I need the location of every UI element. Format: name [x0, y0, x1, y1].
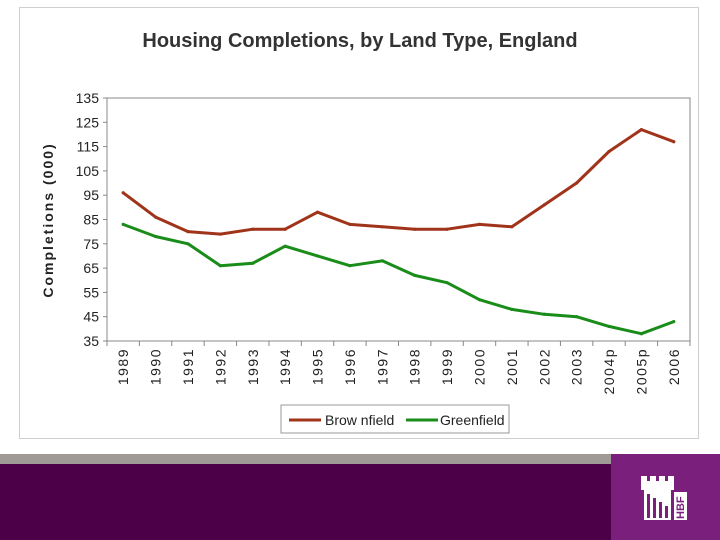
y-tick-label: 75 [83, 236, 99, 252]
data-point-0-17 [672, 140, 676, 144]
data-point-0-9 [413, 227, 417, 231]
line-chart: Housing Completions, by Land Type, Engla… [40, 30, 691, 434]
x-tick-label: 1993 [245, 348, 261, 385]
x-tick-label: 2002 [536, 348, 552, 385]
logo-text: HBF [675, 496, 687, 519]
x-tick-label: 1992 [212, 348, 228, 385]
series-line-1 [122, 222, 675, 336]
data-point-0-12 [510, 225, 514, 229]
y-tick-label: 135 [76, 90, 100, 106]
y-tick-label: 45 [83, 309, 99, 325]
x-tick-label: 2000 [471, 348, 487, 385]
x-tick-label: 2003 [569, 348, 585, 385]
data-point-1-5 [283, 244, 287, 248]
data-point-1-4 [251, 261, 255, 265]
data-point-1-11 [477, 298, 482, 302]
data-point-0-14 [575, 181, 579, 185]
series-line-0 [122, 128, 675, 236]
data-point-0-15 [607, 149, 611, 154]
data-point-1-17 [672, 319, 676, 324]
data-point-1-9 [413, 273, 417, 277]
data-point-0-5 [283, 227, 287, 231]
data-point-1-15 [607, 324, 611, 329]
x-tick-label: 2006 [666, 348, 682, 385]
data-point-1-10 [445, 281, 449, 285]
x-tick-label: 2005p [633, 348, 649, 394]
y-axis-label: Completions (000) [40, 142, 56, 297]
data-point-1-12 [510, 307, 514, 312]
x-tick-label: 1996 [342, 348, 358, 385]
y-tick-label: 105 [76, 163, 100, 179]
x-tick-label: 1990 [148, 348, 164, 385]
data-point-0-13 [542, 203, 546, 207]
footer-purple-band [0, 464, 720, 540]
y-tick-label: 35 [83, 333, 99, 349]
plot-area [106, 97, 691, 342]
data-point-0-4 [251, 227, 255, 231]
data-point-1-0 [121, 222, 125, 226]
data-point-0-0 [121, 191, 125, 195]
data-point-1-6 [315, 254, 320, 258]
data-point-1-1 [153, 234, 158, 239]
data-point-1-3 [218, 264, 222, 268]
data-point-0-10 [445, 227, 449, 231]
data-point-1-7 [348, 264, 352, 268]
x-axis-ticks: 1989 1990 1991 1992 1993 1994 1995 1996 1997 1998… [106, 341, 691, 394]
data-point-0-11 [477, 222, 482, 226]
x-tick-label: 1994 [277, 348, 293, 385]
x-tick-label: 2004p [601, 348, 617, 394]
legend-label-brownfield: Brow nfield [325, 412, 394, 428]
data-point-0-6 [315, 210, 320, 214]
castle-logo-icon: HBF [641, 476, 687, 520]
x-tick-label: 1997 [374, 348, 390, 385]
x-tick-label: 1998 [407, 348, 423, 385]
data-point-1-2 [186, 242, 190, 246]
data-point-0-8 [380, 225, 384, 229]
x-tick-label: 2001 [504, 348, 520, 385]
data-point-1-8 [380, 259, 384, 263]
data-point-1-14 [575, 315, 579, 319]
x-tick-label: 1989 [115, 348, 131, 385]
chart-title: Housing Completions, by Land Type, Engla… [142, 30, 577, 52]
y-tick-label: 115 [77, 139, 100, 155]
legend: Brow nfield Greenfield [280, 404, 510, 434]
x-tick-label: 1991 [180, 348, 196, 385]
data-point-0-16 [639, 127, 644, 132]
y-tick-label: 55 [83, 284, 99, 300]
y-axis-ticks: 35 45 55 65 75 85 95 105 115 125 135 [76, 90, 107, 349]
series-layer [121, 127, 676, 336]
data-point-0-7 [348, 222, 352, 226]
data-point-0-2 [186, 230, 190, 234]
data-point-0-3 [218, 232, 222, 236]
y-tick-label: 95 [83, 187, 99, 203]
data-point-1-13 [542, 312, 546, 316]
legend-label-greenfield: Greenfield [440, 412, 505, 428]
hbf-logo: HBF [611, 454, 720, 540]
data-point-1-16 [639, 332, 644, 336]
y-tick-label: 65 [83, 260, 99, 276]
chart-frame: Housing Completions, by Land Type, Engla… [19, 7, 699, 439]
data-point-0-1 [153, 215, 158, 219]
x-tick-label: 1995 [310, 348, 326, 385]
y-tick-label: 85 [83, 212, 99, 228]
footer-grey-band [0, 454, 720, 464]
y-tick-label: 125 [76, 114, 100, 130]
x-tick-label: 1999 [439, 348, 455, 385]
